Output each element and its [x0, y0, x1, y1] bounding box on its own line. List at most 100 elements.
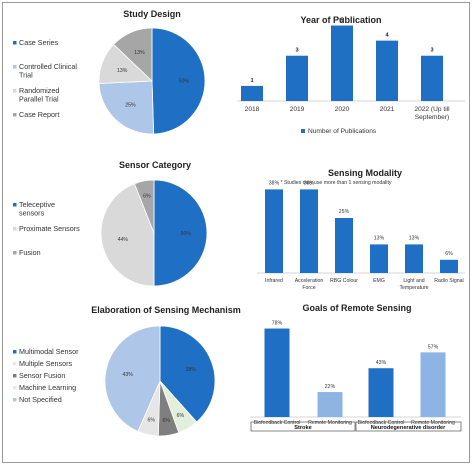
legend-label: Randomized [19, 86, 59, 95]
bar [440, 259, 458, 273]
x-tick-label: Acceleration [295, 278, 324, 284]
legend-label: Not Specified [19, 395, 62, 404]
group-label: Neurodegenerative disorder [371, 425, 446, 431]
legend-swatch [13, 398, 17, 402]
bar-value-label: 3 [430, 48, 433, 54]
chart-title: Study Design [123, 9, 181, 19]
slice-label: 6% [163, 418, 171, 424]
pie-slice [153, 179, 208, 287]
x-tick-label: Force [302, 285, 315, 291]
legend-label: Number of Publications [308, 128, 377, 135]
legend-label: Multiple Sensors [19, 359, 73, 368]
legend-swatch [13, 65, 17, 69]
chart-sensor-category: Sensor Category 50% 44% 6% Teleceptivesenso… [13, 160, 208, 287]
bar [368, 368, 394, 417]
bar-value-label: 6% [445, 251, 453, 257]
legend-label: Proximate Sensors [19, 224, 80, 233]
figure-frame [2, 2, 470, 463]
x-tick-label: Biofeedback Control [358, 420, 405, 426]
x-tick-label: Remote Monitoring [411, 420, 455, 426]
chart-title: Elaboration of Sensing Mechanism [91, 305, 241, 315]
chart-title: Sensor Category [119, 160, 191, 170]
slice-label: 6% [143, 194, 151, 200]
bar [335, 218, 353, 273]
pie-slice [151, 27, 206, 135]
x-tick-label: RBG Colour [330, 278, 358, 284]
x-tick-label: 2018 [245, 106, 260, 113]
bar [370, 244, 388, 273]
legend-swatch [13, 251, 17, 255]
chart-title: Goals of Remote Sensing [302, 303, 411, 313]
bar-value-label: 38% [269, 180, 280, 186]
slice-label: 50% [179, 79, 190, 85]
group-box [250, 421, 356, 432]
pie-slice [100, 183, 155, 287]
slice-label: 38% [186, 367, 197, 373]
x-tick-label: Light and [403, 278, 424, 284]
slice-label: 13% [117, 68, 128, 74]
pie-slice [113, 27, 153, 82]
slice-label: 6% [148, 418, 156, 424]
slice-label: 44% [118, 237, 129, 243]
bar-value-label: 1 [250, 78, 253, 84]
legend-label: Machine Learning [19, 383, 76, 392]
bar [405, 244, 423, 273]
bar [317, 392, 343, 417]
legend-label: Parallel Trial [19, 95, 59, 104]
chart-sensing-mechanism: Elaboration of Sensing Mechanism 38% 6% 6%… [13, 305, 241, 437]
legend-swatch [13, 41, 17, 45]
legend-label: Teleceptive [19, 200, 55, 209]
bar-value-label: 4 [385, 33, 389, 39]
x-tick-label: Biofeedback Control [254, 420, 301, 426]
x-tick-label: Radio Signal [434, 278, 463, 284]
legend-label: Case Report [19, 110, 59, 119]
legend-swatch [13, 386, 17, 390]
bar [241, 85, 263, 101]
pie-slice [104, 325, 161, 432]
bar [264, 328, 290, 417]
bar-value-label: 13% [374, 235, 385, 241]
bar [265, 189, 283, 273]
legend-swatch [301, 129, 305, 133]
legend-label: Case Series [19, 38, 59, 47]
slice-label: 13% [134, 50, 145, 56]
x-tick-label: Remote Monitoring [308, 420, 352, 426]
legend-label: Trial [19, 71, 33, 80]
legend-swatch [13, 362, 17, 366]
legend-swatch [13, 203, 17, 207]
bar [331, 25, 353, 101]
pie-slice [133, 179, 155, 234]
x-tick-label: Infrared [265, 278, 283, 284]
group-box [355, 421, 462, 432]
x-tick-label: Temperature [399, 285, 428, 291]
bar-value-label: 3 [295, 48, 298, 54]
bar-value-label: 5 [340, 18, 343, 24]
bar-value-label: 57% [428, 344, 439, 350]
chart-subtitle: * Studies may use more than 1 sensing mo… [280, 180, 391, 186]
bar-value-label: 22% [325, 384, 336, 390]
slice-label: 25% [125, 102, 136, 108]
legend-label: sensors [19, 209, 45, 218]
bar [300, 189, 318, 273]
x-tick-label: 2019 [290, 106, 305, 113]
x-tick-label: September) [415, 114, 449, 121]
chart-study-design: Study Design 50% 25% 13% 13% Case Series Cont… [13, 9, 206, 135]
chart-year-of-publication: Year of Publication 1 2018 3 2019 5 2020 4 2021… [237, 15, 465, 135]
chart-title: Year of Publication [300, 15, 381, 25]
x-tick-label: 2022 (Up till [414, 106, 450, 113]
legend-label: Sensor Fusion [19, 371, 65, 380]
bar [286, 55, 308, 101]
chart-sensing-modality: Sensing Modality * Studies may use more … [257, 168, 465, 291]
legend-label: Multimodal Sensor [19, 347, 79, 356]
legend-swatch [13, 89, 17, 93]
x-tick-label: 2020 [335, 106, 350, 113]
pie-slice [98, 80, 155, 135]
legend-label: Fusion [19, 248, 41, 257]
pie-slice [159, 325, 216, 423]
legend-label: Controlled Clinical [19, 62, 77, 71]
bar-value-label: 25% [339, 209, 350, 215]
chart-title: Sensing Modality [328, 168, 402, 178]
x-tick-label: EMG [373, 278, 385, 284]
bar [421, 55, 443, 101]
slice-label: 50% [181, 231, 192, 237]
